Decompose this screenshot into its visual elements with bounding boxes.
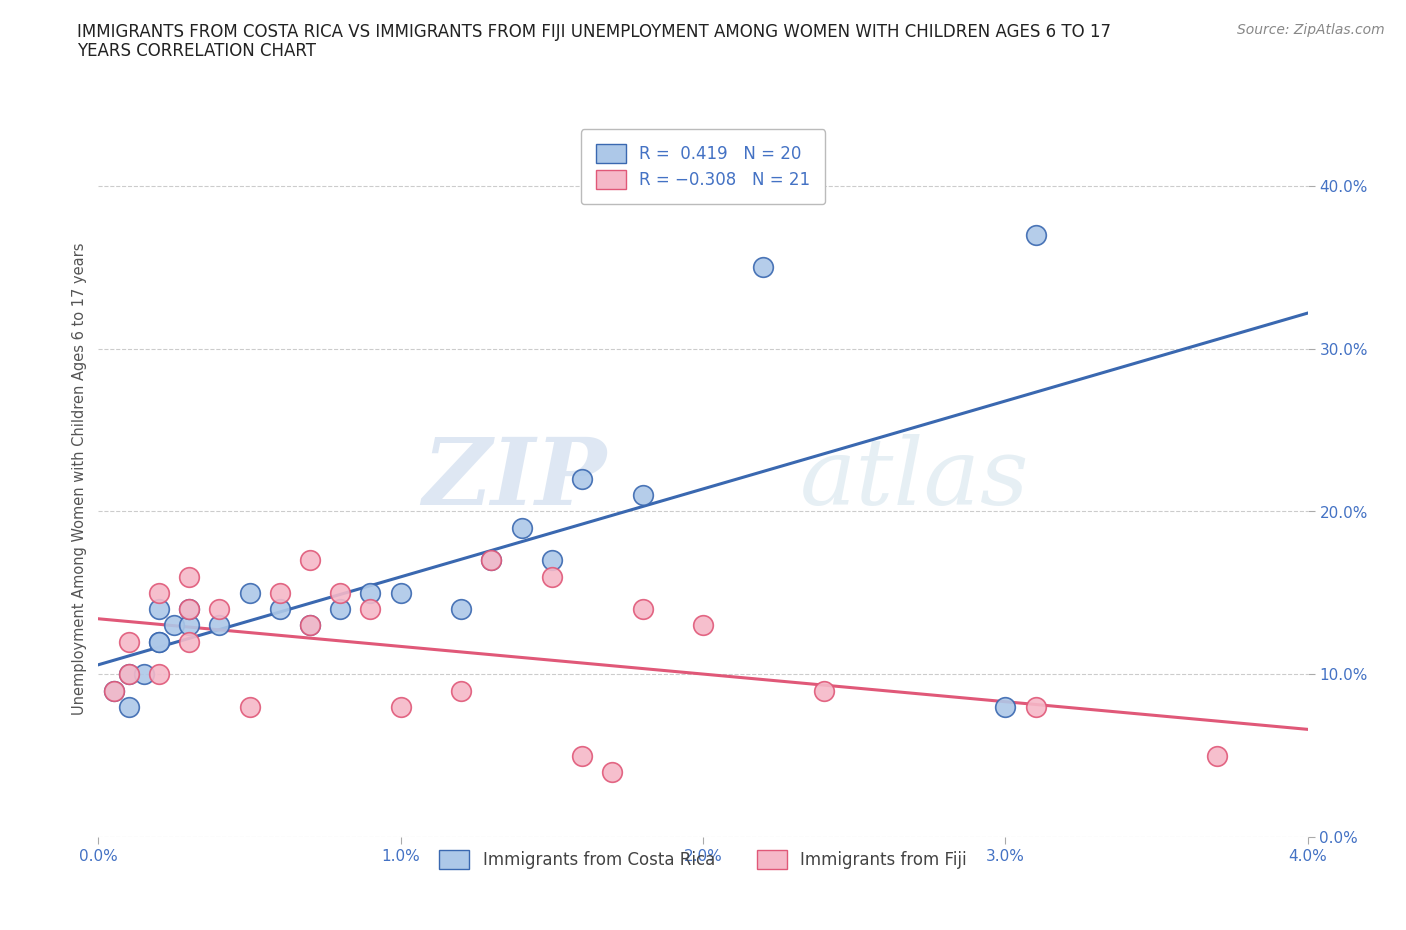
Point bbox=[692, 618, 714, 633]
Point bbox=[103, 683, 125, 698]
Point bbox=[118, 699, 141, 714]
Point bbox=[813, 683, 835, 698]
Text: IMMIGRANTS FROM COSTA RICA VS IMMIGRANTS FROM FIJI UNEMPLOYMENT AMONG WOMEN WITH: IMMIGRANTS FROM COSTA RICA VS IMMIGRANTS… bbox=[77, 23, 1111, 41]
Point bbox=[299, 618, 322, 633]
Point bbox=[148, 667, 170, 682]
Point bbox=[299, 552, 322, 567]
Point bbox=[631, 602, 654, 617]
Point bbox=[179, 569, 201, 584]
Point bbox=[752, 259, 775, 275]
Point bbox=[148, 602, 170, 617]
Point bbox=[299, 618, 322, 633]
Point bbox=[103, 683, 125, 698]
Point bbox=[208, 602, 231, 617]
Point bbox=[132, 667, 155, 682]
Point bbox=[118, 667, 141, 682]
Point bbox=[239, 699, 262, 714]
Point bbox=[389, 699, 412, 714]
Point bbox=[148, 586, 170, 601]
Point bbox=[148, 634, 170, 649]
Point bbox=[163, 618, 186, 633]
Point bbox=[389, 586, 412, 601]
Point bbox=[602, 764, 624, 779]
Point bbox=[510, 521, 533, 536]
Point bbox=[540, 569, 562, 584]
Point bbox=[329, 602, 352, 617]
Point bbox=[269, 602, 291, 617]
Point bbox=[179, 634, 201, 649]
Legend: Immigrants from Costa Rica, Immigrants from Fiji: Immigrants from Costa Rica, Immigrants f… bbox=[426, 836, 980, 883]
Point bbox=[269, 586, 291, 601]
Point bbox=[239, 586, 262, 601]
Point bbox=[118, 634, 141, 649]
Point bbox=[631, 487, 654, 502]
Point bbox=[179, 602, 201, 617]
Point bbox=[179, 602, 201, 617]
Y-axis label: Unemployment Among Women with Children Ages 6 to 17 years: Unemployment Among Women with Children A… bbox=[72, 243, 87, 715]
Point bbox=[450, 683, 472, 698]
Point bbox=[1206, 748, 1229, 763]
Point bbox=[540, 552, 562, 567]
Point bbox=[360, 602, 382, 617]
Point bbox=[208, 618, 231, 633]
Point bbox=[571, 748, 593, 763]
Point bbox=[481, 552, 503, 567]
Point bbox=[179, 618, 201, 633]
Point bbox=[360, 586, 382, 601]
Point bbox=[994, 699, 1017, 714]
Text: YEARS CORRELATION CHART: YEARS CORRELATION CHART bbox=[77, 42, 316, 60]
Text: atlas: atlas bbox=[800, 434, 1029, 524]
Point bbox=[450, 602, 472, 617]
Point bbox=[1025, 699, 1047, 714]
Text: ZIP: ZIP bbox=[422, 434, 606, 524]
Point bbox=[481, 552, 503, 567]
Point bbox=[118, 667, 141, 682]
Point bbox=[329, 586, 352, 601]
Point bbox=[571, 472, 593, 486]
Point bbox=[148, 634, 170, 649]
Text: Source: ZipAtlas.com: Source: ZipAtlas.com bbox=[1237, 23, 1385, 37]
Point bbox=[1025, 227, 1047, 242]
